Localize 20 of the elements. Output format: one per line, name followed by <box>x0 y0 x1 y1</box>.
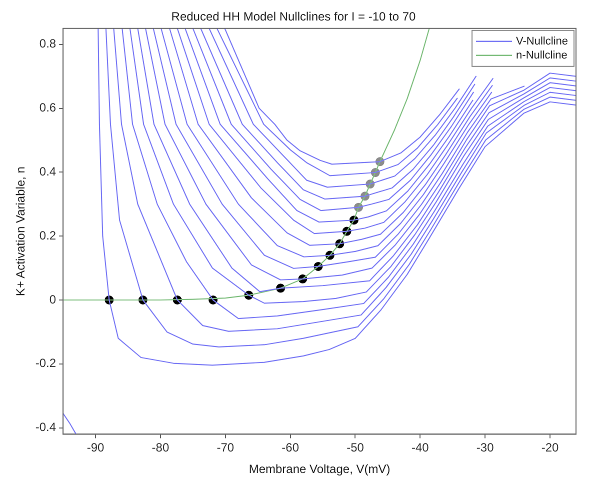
x-tick-label: -20 <box>541 440 560 455</box>
legend-label: n-Nullcline <box>516 49 568 62</box>
y-axis-title: K+ Activation Variable, n <box>14 166 28 296</box>
legend-label: V-Nullcline <box>516 35 568 48</box>
x-axis-title: Membrane Voltage, V(mV) <box>248 462 390 476</box>
x-tick-label: -50 <box>346 440 364 455</box>
y-tick-label: -0.2 <box>35 356 56 370</box>
x-tick-label: -30 <box>476 440 494 455</box>
y-tick-label: 0.6 <box>39 100 56 115</box>
x-tick-label: -80 <box>152 440 170 455</box>
y-tick-label: 0.2 <box>39 228 56 242</box>
y-tick-label: 0.4 <box>39 164 56 178</box>
y-tick-label: -0.4 <box>35 420 56 434</box>
x-tick-label: -60 <box>282 440 300 455</box>
x-tick-label: -70 <box>216 440 234 455</box>
chart-title: Reduced HH Model Nullclines for I = -10 to 70 <box>171 10 416 24</box>
x-tick-label: -40 <box>412 440 430 455</box>
y-tick-label: 0.8 <box>39 36 56 51</box>
x-tick-label: -90 <box>86 440 105 455</box>
y-tick-label: 0 <box>49 292 56 306</box>
